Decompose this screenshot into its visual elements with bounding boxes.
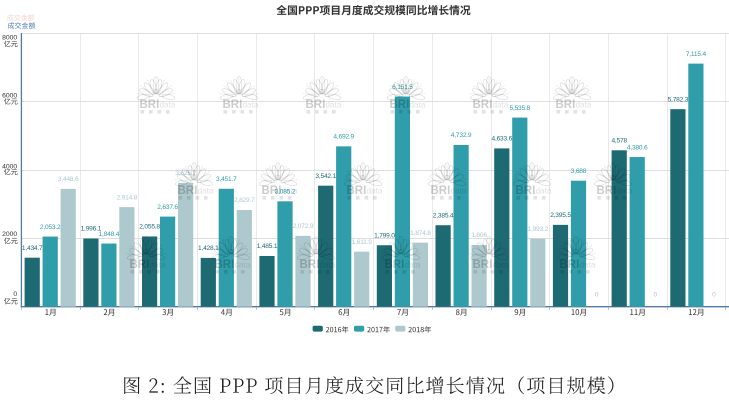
svg-text:0: 0	[712, 292, 716, 299]
svg-text:1,485.1: 1,485.1	[257, 243, 278, 250]
svg-text:5,535.8: 5,535.8	[509, 105, 530, 112]
svg-text:1,993.2: 1,993.2	[527, 226, 548, 233]
svg-text:6000: 6000	[2, 93, 17, 100]
svg-text:3,688: 3,688	[571, 168, 587, 175]
svg-text:2,637.6: 2,637.6	[157, 204, 178, 211]
svg-text:4,633.6: 4,633.6	[491, 136, 512, 143]
svg-text:3,625.2: 3,625.2	[175, 170, 196, 177]
svg-text:2,055.8: 2,055.8	[139, 224, 160, 231]
svg-text:2,072.9: 2,072.9	[293, 223, 314, 230]
svg-text:2,385.4: 2,385.4	[433, 212, 454, 219]
svg-text:1,434.7: 1,434.7	[22, 245, 43, 252]
svg-text:4,732.9: 4,732.9	[451, 132, 472, 139]
svg-text:0: 0	[13, 291, 17, 298]
svg-text:2,053.2: 2,053.2	[40, 224, 61, 231]
svg-text:1,799.0: 1,799.0	[374, 232, 395, 239]
svg-text:4,380.6: 4,380.6	[627, 144, 648, 151]
svg-text:2,829.7: 2,829.7	[234, 197, 255, 204]
svg-text:0: 0	[653, 292, 657, 299]
svg-text:5,782.3: 5,782.3	[668, 96, 689, 103]
svg-text:1,874.8: 1,874.8	[410, 230, 431, 237]
svg-text:1,611.9: 1,611.9	[352, 239, 373, 246]
svg-text:1,848.4: 1,848.4	[99, 231, 120, 238]
svg-text:7,115.4: 7,115.4	[686, 51, 707, 58]
svg-text:1,996.1: 1,996.1	[81, 226, 102, 233]
svg-text:0: 0	[595, 292, 599, 299]
svg-text:4,692.9: 4,692.9	[333, 134, 354, 141]
svg-text:2,395.5: 2,395.5	[550, 212, 571, 219]
svg-text:3,451.7: 3,451.7	[216, 176, 237, 183]
svg-text:2,914.8: 2,914.8	[117, 194, 138, 201]
svg-text:3,448.6: 3,448.6	[58, 176, 79, 183]
svg-text:6,151.5: 6,151.5	[392, 84, 413, 91]
svg-text:4,578: 4,578	[611, 138, 627, 145]
svg-text:4000: 4000	[2, 164, 17, 171]
svg-text:8000: 8000	[2, 35, 17, 42]
svg-text:2000: 2000	[2, 231, 17, 238]
svg-text:1,806: 1,806	[471, 232, 487, 239]
svg-text:1,428.1: 1,428.1	[198, 245, 219, 252]
svg-text:3,542.1: 3,542.1	[315, 173, 336, 180]
